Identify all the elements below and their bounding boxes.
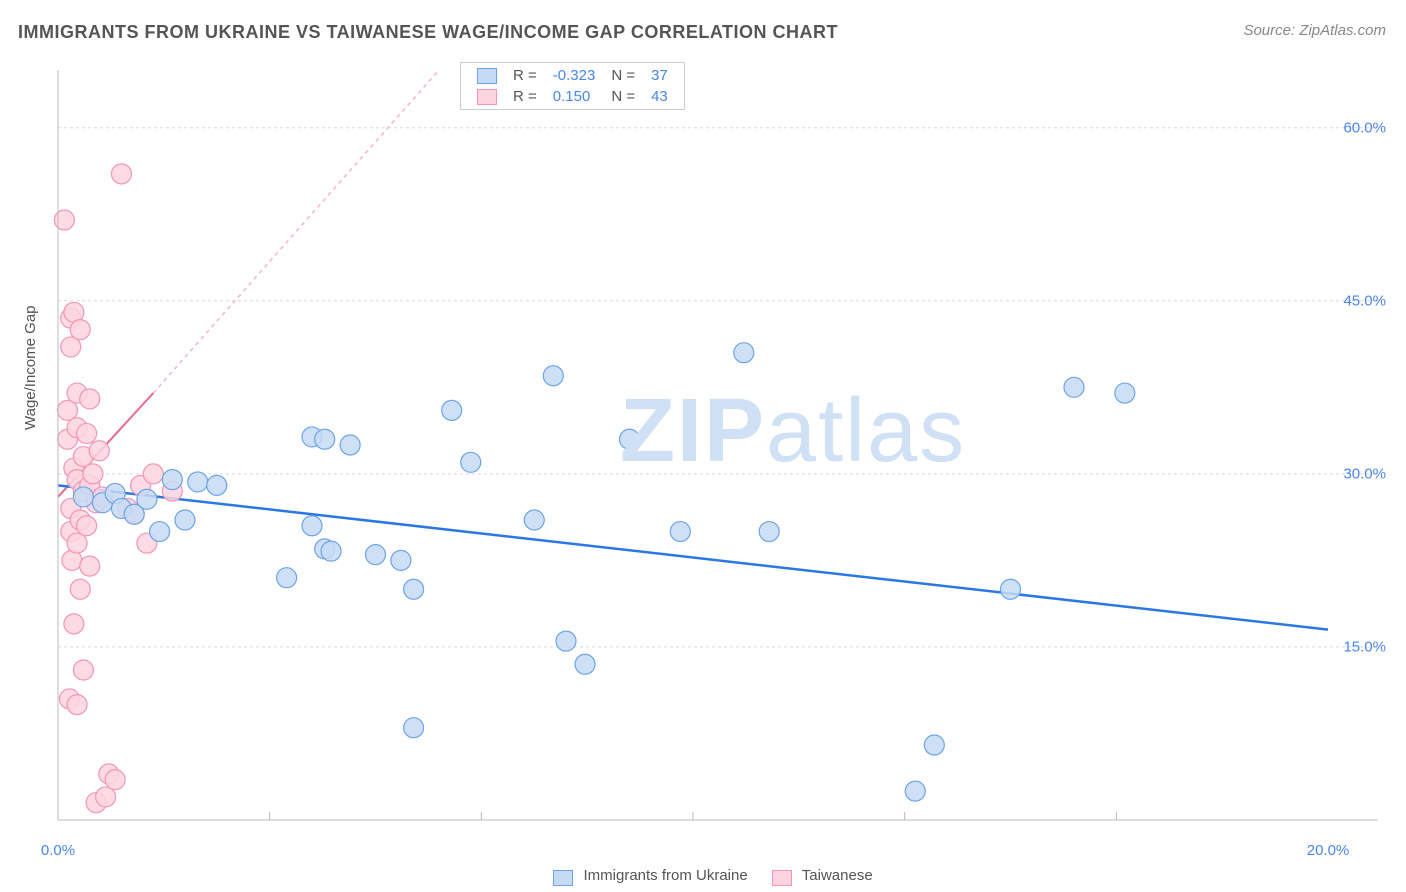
x-tick-label: 20.0% bbox=[1307, 842, 1350, 859]
legend-row-taiwanese: R = 0.150 N = 43 bbox=[469, 86, 676, 107]
swatch-taiwanese bbox=[772, 870, 792, 886]
legend-R-label: R = bbox=[505, 86, 545, 107]
watermark: ZIPatlas bbox=[620, 380, 966, 483]
legend-N-label: N = bbox=[603, 65, 643, 86]
legend-R-value: -0.323 bbox=[545, 65, 604, 86]
legend-row-ukraine: R = -0.323 N = 37 bbox=[469, 65, 676, 86]
swatch-ukraine bbox=[477, 68, 497, 84]
x-tick-label: 0.0% bbox=[41, 842, 75, 859]
y-tick-label: 45.0% bbox=[1343, 292, 1386, 309]
y-tick-label: 15.0% bbox=[1343, 638, 1386, 655]
y-tick-label: 60.0% bbox=[1343, 119, 1386, 136]
series-legend: Immigrants from Ukraine Taiwanese bbox=[0, 867, 1406, 884]
chart-title: IMMIGRANTS FROM UKRAINE VS TAIWANESE WAG… bbox=[18, 22, 838, 43]
y-tick-label: 30.0% bbox=[1343, 465, 1386, 482]
legend-label-taiwanese: Taiwanese bbox=[802, 867, 873, 884]
y-axis-label: Wage/Income Gap bbox=[22, 305, 39, 430]
correlation-legend: R = -0.323 N = 37 R = 0.150 N = 43 bbox=[460, 62, 685, 110]
legend-N-value: 37 bbox=[643, 65, 676, 86]
legend-R-value: 0.150 bbox=[545, 86, 604, 107]
source-attribution: Source: ZipAtlas.com bbox=[1243, 22, 1386, 39]
swatch-taiwanese bbox=[477, 89, 497, 105]
legend-N-label: N = bbox=[603, 86, 643, 107]
swatch-ukraine bbox=[553, 870, 573, 886]
legend-R-label: R = bbox=[505, 65, 545, 86]
legend-N-value: 43 bbox=[643, 86, 676, 107]
legend-label-ukraine: Immigrants from Ukraine bbox=[584, 867, 748, 884]
